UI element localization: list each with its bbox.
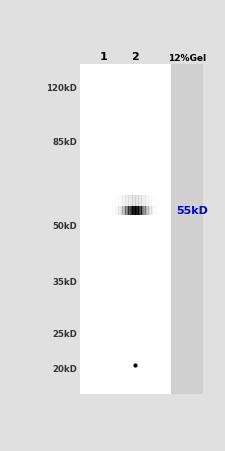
FancyBboxPatch shape	[121, 207, 122, 215]
FancyBboxPatch shape	[133, 196, 134, 207]
FancyBboxPatch shape	[136, 207, 137, 215]
FancyBboxPatch shape	[135, 196, 136, 207]
FancyBboxPatch shape	[171, 64, 202, 395]
FancyBboxPatch shape	[141, 207, 142, 215]
FancyBboxPatch shape	[148, 207, 149, 215]
FancyBboxPatch shape	[140, 196, 141, 207]
FancyBboxPatch shape	[128, 207, 129, 215]
FancyBboxPatch shape	[128, 196, 129, 207]
FancyBboxPatch shape	[119, 207, 120, 215]
FancyBboxPatch shape	[150, 207, 151, 215]
FancyBboxPatch shape	[123, 207, 124, 215]
FancyBboxPatch shape	[132, 207, 133, 215]
FancyBboxPatch shape	[135, 207, 136, 215]
FancyBboxPatch shape	[144, 207, 145, 215]
FancyBboxPatch shape	[125, 207, 126, 215]
Text: 20kD: 20kD	[52, 364, 77, 373]
FancyBboxPatch shape	[134, 196, 135, 207]
FancyBboxPatch shape	[144, 196, 145, 207]
FancyBboxPatch shape	[118, 207, 119, 215]
FancyBboxPatch shape	[122, 207, 123, 215]
FancyBboxPatch shape	[137, 196, 138, 207]
Text: 35kD: 35kD	[52, 277, 77, 286]
FancyBboxPatch shape	[126, 196, 127, 207]
FancyBboxPatch shape	[145, 207, 146, 215]
FancyBboxPatch shape	[134, 207, 135, 215]
FancyBboxPatch shape	[138, 207, 139, 215]
FancyBboxPatch shape	[145, 207, 146, 215]
FancyBboxPatch shape	[135, 196, 136, 207]
FancyBboxPatch shape	[133, 207, 134, 215]
FancyBboxPatch shape	[141, 207, 142, 215]
FancyBboxPatch shape	[132, 196, 133, 207]
FancyBboxPatch shape	[136, 196, 137, 207]
FancyBboxPatch shape	[147, 207, 148, 215]
FancyBboxPatch shape	[151, 207, 152, 215]
FancyBboxPatch shape	[131, 207, 132, 215]
FancyBboxPatch shape	[138, 196, 139, 207]
FancyBboxPatch shape	[127, 196, 128, 207]
FancyBboxPatch shape	[130, 207, 131, 215]
Text: 2: 2	[131, 52, 139, 62]
FancyBboxPatch shape	[149, 207, 150, 215]
FancyBboxPatch shape	[142, 196, 143, 207]
FancyBboxPatch shape	[139, 207, 140, 215]
FancyBboxPatch shape	[137, 207, 138, 215]
FancyBboxPatch shape	[81, 64, 171, 395]
FancyBboxPatch shape	[142, 207, 143, 215]
FancyBboxPatch shape	[139, 196, 140, 207]
Text: 1: 1	[99, 52, 107, 62]
FancyBboxPatch shape	[142, 196, 143, 207]
FancyBboxPatch shape	[143, 207, 144, 215]
FancyBboxPatch shape	[130, 196, 131, 207]
Text: 85kD: 85kD	[52, 138, 77, 147]
Text: 120kD: 120kD	[46, 84, 77, 93]
Text: 55kD: 55kD	[176, 206, 208, 216]
FancyBboxPatch shape	[125, 196, 126, 207]
FancyBboxPatch shape	[121, 207, 122, 215]
FancyBboxPatch shape	[140, 207, 141, 215]
FancyBboxPatch shape	[142, 207, 143, 215]
FancyBboxPatch shape	[126, 207, 127, 215]
FancyBboxPatch shape	[138, 207, 139, 215]
FancyBboxPatch shape	[141, 196, 142, 207]
FancyBboxPatch shape	[138, 196, 139, 207]
FancyBboxPatch shape	[148, 207, 149, 215]
FancyBboxPatch shape	[125, 207, 126, 215]
FancyBboxPatch shape	[120, 207, 121, 215]
FancyBboxPatch shape	[143, 196, 144, 207]
Text: 12%Gel: 12%Gel	[168, 54, 206, 63]
FancyBboxPatch shape	[146, 207, 147, 215]
Text: 25kD: 25kD	[52, 330, 77, 339]
FancyBboxPatch shape	[131, 196, 132, 207]
FancyBboxPatch shape	[119, 207, 120, 215]
FancyBboxPatch shape	[129, 196, 130, 207]
FancyBboxPatch shape	[127, 207, 128, 215]
Text: 50kD: 50kD	[52, 221, 77, 230]
FancyBboxPatch shape	[135, 207, 136, 215]
FancyBboxPatch shape	[141, 196, 142, 207]
FancyBboxPatch shape	[124, 207, 125, 215]
FancyBboxPatch shape	[129, 207, 130, 215]
FancyBboxPatch shape	[122, 207, 123, 215]
